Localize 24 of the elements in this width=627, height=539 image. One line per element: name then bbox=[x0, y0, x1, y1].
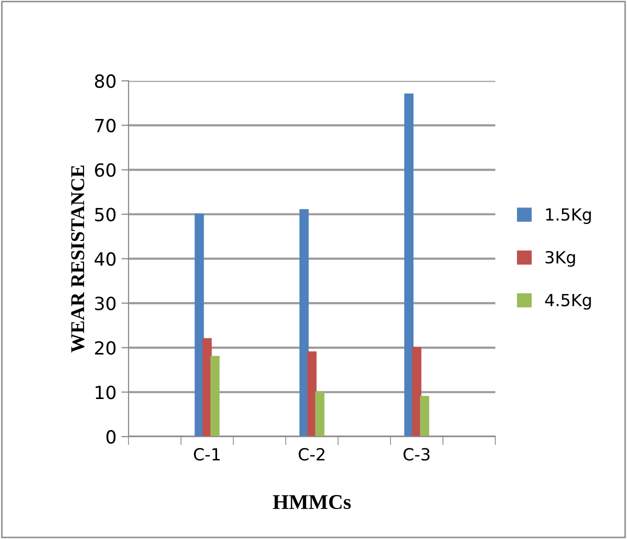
x-tick-label: C-1 bbox=[194, 448, 220, 461]
y-tick-label: 0 bbox=[106, 430, 116, 444]
y-tick-label: 40 bbox=[94, 252, 116, 266]
bar bbox=[404, 93, 414, 437]
bar bbox=[194, 214, 204, 437]
y-tick-label: 60 bbox=[95, 163, 116, 177]
x-tick-label: C-3 bbox=[404, 448, 430, 461]
legend-label: 1.5Kg bbox=[546, 208, 591, 224]
y-tick-label: 80 bbox=[94, 74, 116, 88]
legend-label: 4.5Kg bbox=[545, 294, 591, 310]
bar bbox=[299, 209, 309, 437]
legend-label: 3Kg bbox=[546, 250, 575, 267]
bar bbox=[420, 396, 430, 437]
y-tick-label: 30 bbox=[95, 296, 116, 310]
y-tick-label: 10 bbox=[96, 386, 116, 400]
x-axis-title: HMMCs bbox=[272, 495, 351, 510]
bar bbox=[210, 356, 220, 437]
y-axis-title: WEAR RESISTANCE bbox=[71, 166, 84, 353]
y-tick-label: 70 bbox=[95, 118, 116, 132]
y-tick-label: 50 bbox=[95, 208, 116, 222]
x-tick-label: C-2 bbox=[298, 448, 324, 461]
bar bbox=[315, 391, 324, 437]
y-tick-label: 20 bbox=[95, 341, 116, 355]
bar bbox=[412, 346, 422, 437]
